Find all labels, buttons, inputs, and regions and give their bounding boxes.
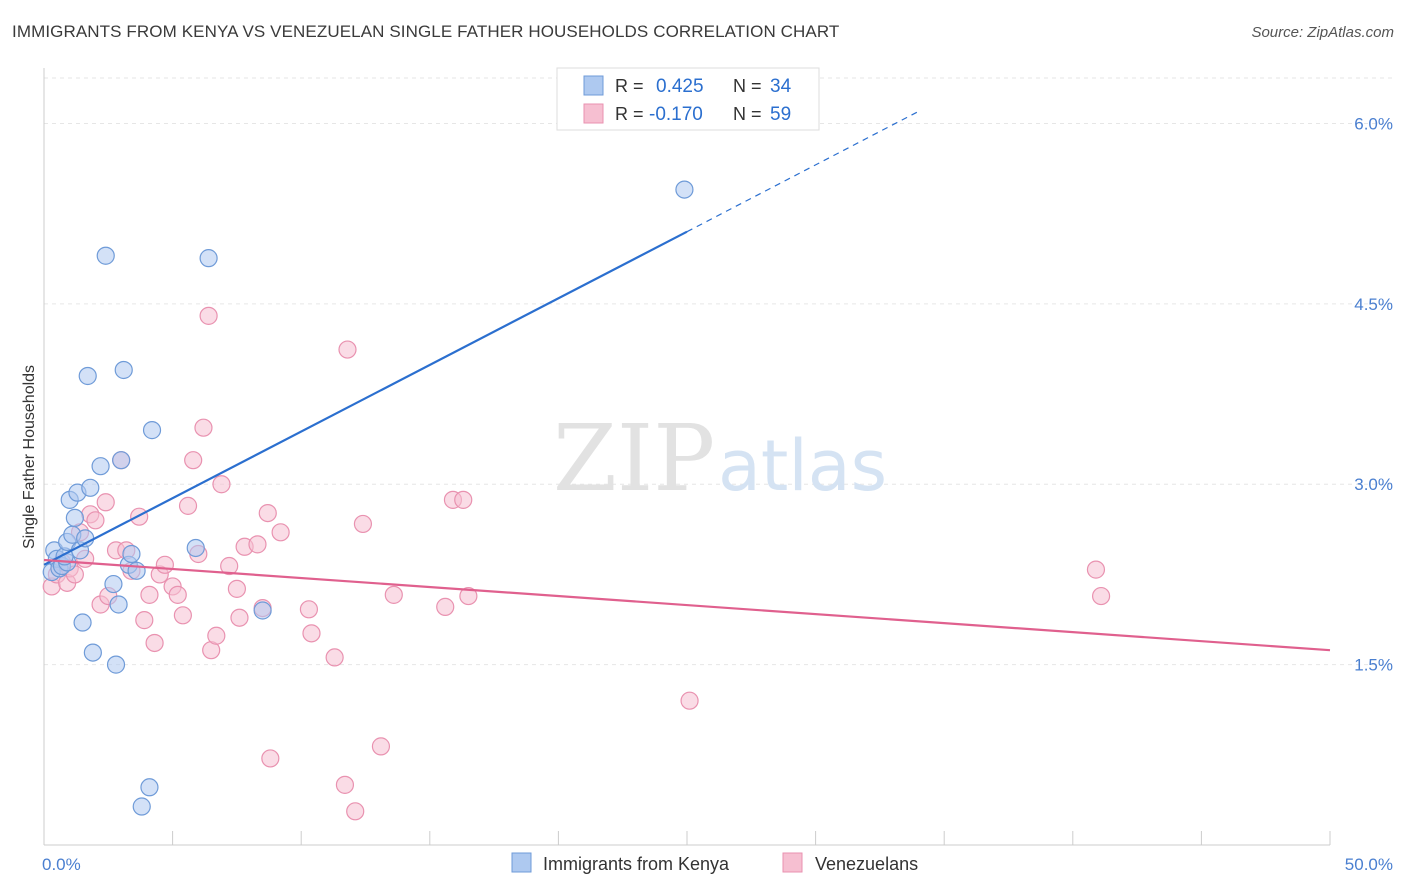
kenya-point — [253, 601, 272, 620]
venezuela-point — [248, 535, 267, 554]
y-tick-label: 6.0% — [1354, 114, 1393, 133]
kenya-n-label: N = — [733, 76, 762, 96]
kenya-point — [109, 595, 128, 614]
venezuela-point — [680, 691, 699, 710]
x-tick-label-1: 50.0% — [1345, 855, 1393, 874]
venezuela-point — [207, 626, 226, 645]
kenya-point — [127, 561, 146, 580]
venezuela-point — [353, 514, 373, 534]
kenya-point — [140, 778, 159, 797]
venezuela-point — [436, 597, 455, 616]
venezuela-swatch — [583, 103, 604, 124]
kenya-point — [142, 421, 162, 440]
venezuela-point — [184, 451, 203, 470]
venezuela-point — [302, 624, 321, 643]
kenya-point — [81, 478, 100, 497]
venezuela-point — [86, 511, 105, 530]
venezuela-n-value: 59 — [770, 104, 791, 125]
legend-kenya-swatch — [511, 852, 532, 873]
watermark-atlas: atlas — [718, 425, 887, 507]
venezuela-point — [140, 585, 159, 604]
kenya-n-value: 34 — [770, 76, 792, 97]
venezuela-r-label: R = — [615, 104, 644, 124]
venezuela-point — [299, 600, 319, 619]
venezuela-point — [168, 585, 187, 604]
kenya-point — [112, 451, 131, 470]
legend-venezuela-label: Venezuelans — [815, 854, 918, 874]
grid-lines — [44, 77, 1392, 666]
venezuela-r-value: -0.170 — [649, 104, 703, 125]
kenya-point — [122, 544, 141, 564]
kenya-point — [132, 797, 151, 816]
venezuela-point — [199, 306, 218, 325]
kenya-swatch — [583, 75, 604, 96]
trend-lines — [43, 110, 1331, 652]
venezuela-trend-line — [43, 558, 1331, 652]
kenya-r-label: R = — [615, 76, 644, 96]
kenya-point — [83, 643, 102, 662]
venezuela-point — [155, 555, 174, 574]
kenya-r-value: 0.425 — [656, 76, 704, 97]
venezuela-n-label: N = — [733, 104, 762, 124]
venezuela-point — [325, 648, 344, 667]
y-tick-label: 1.5% — [1354, 656, 1393, 675]
watermark-zip: ZIP — [553, 405, 715, 512]
venezuela-point — [96, 493, 115, 512]
venezuela-point — [346, 802, 365, 821]
y-axis-title: Single Father Households — [21, 365, 38, 549]
y-tick-label: 3.0% — [1354, 475, 1393, 494]
series-legend: Immigrants from Kenya Venezuelans — [511, 852, 918, 874]
kenya-point — [186, 538, 205, 558]
venezuela-point — [261, 749, 280, 768]
x-tick-label-0: 0.0% — [42, 855, 81, 874]
legend-venezuela-swatch — [782, 852, 803, 873]
kenya-point — [114, 360, 133, 380]
kenya-point — [91, 457, 110, 476]
venezuela-point — [1091, 586, 1111, 606]
kenya-trend-line — [43, 230, 688, 566]
kenya-point — [675, 180, 694, 199]
venezuela-point — [173, 606, 192, 625]
venezuela-point — [459, 586, 478, 606]
venezuela-point — [335, 775, 355, 794]
venezuela-point — [135, 611, 154, 630]
stats-legend: R = 0.425 N = 34 R = -0.170 N = 59 — [556, 67, 820, 131]
source-label: Source: ZipAtlas.com — [1251, 24, 1394, 41]
venezuela-point — [212, 475, 231, 494]
venezuela-point — [230, 608, 249, 627]
venezuela-point — [178, 496, 198, 515]
kenya-point — [199, 249, 218, 268]
kenya-point — [104, 574, 123, 594]
venezuela-point — [220, 556, 239, 576]
venezuela-point — [194, 418, 213, 437]
venezuela-point — [454, 490, 473, 509]
y-tick-label: 4.5% — [1354, 295, 1393, 314]
kenya-point — [73, 613, 92, 632]
kenya-point — [96, 246, 115, 265]
venezuela-point — [227, 579, 246, 598]
kenya-point — [78, 366, 97, 386]
venezuela-point — [384, 585, 403, 604]
y-tick-labels: 1.5% 3.0% 4.5% 6.0% — [1354, 114, 1393, 674]
venezuela-point — [271, 523, 290, 542]
legend-kenya-label: Immigrants from Kenya — [543, 854, 730, 874]
chart-title: IMMIGRANTS FROM KENYA VS VENEZUELAN SING… — [12, 22, 840, 41]
venezuela-point — [1086, 560, 1106, 579]
x-axis-ticks — [43, 831, 1331, 845]
venezuela-point — [258, 503, 277, 523]
venezuela-point — [338, 340, 357, 359]
venezuela-points — [42, 306, 1111, 821]
venezuela-point — [145, 633, 164, 653]
kenya-point — [106, 655, 126, 674]
venezuela-point — [371, 737, 391, 756]
kenya-point — [65, 508, 84, 528]
